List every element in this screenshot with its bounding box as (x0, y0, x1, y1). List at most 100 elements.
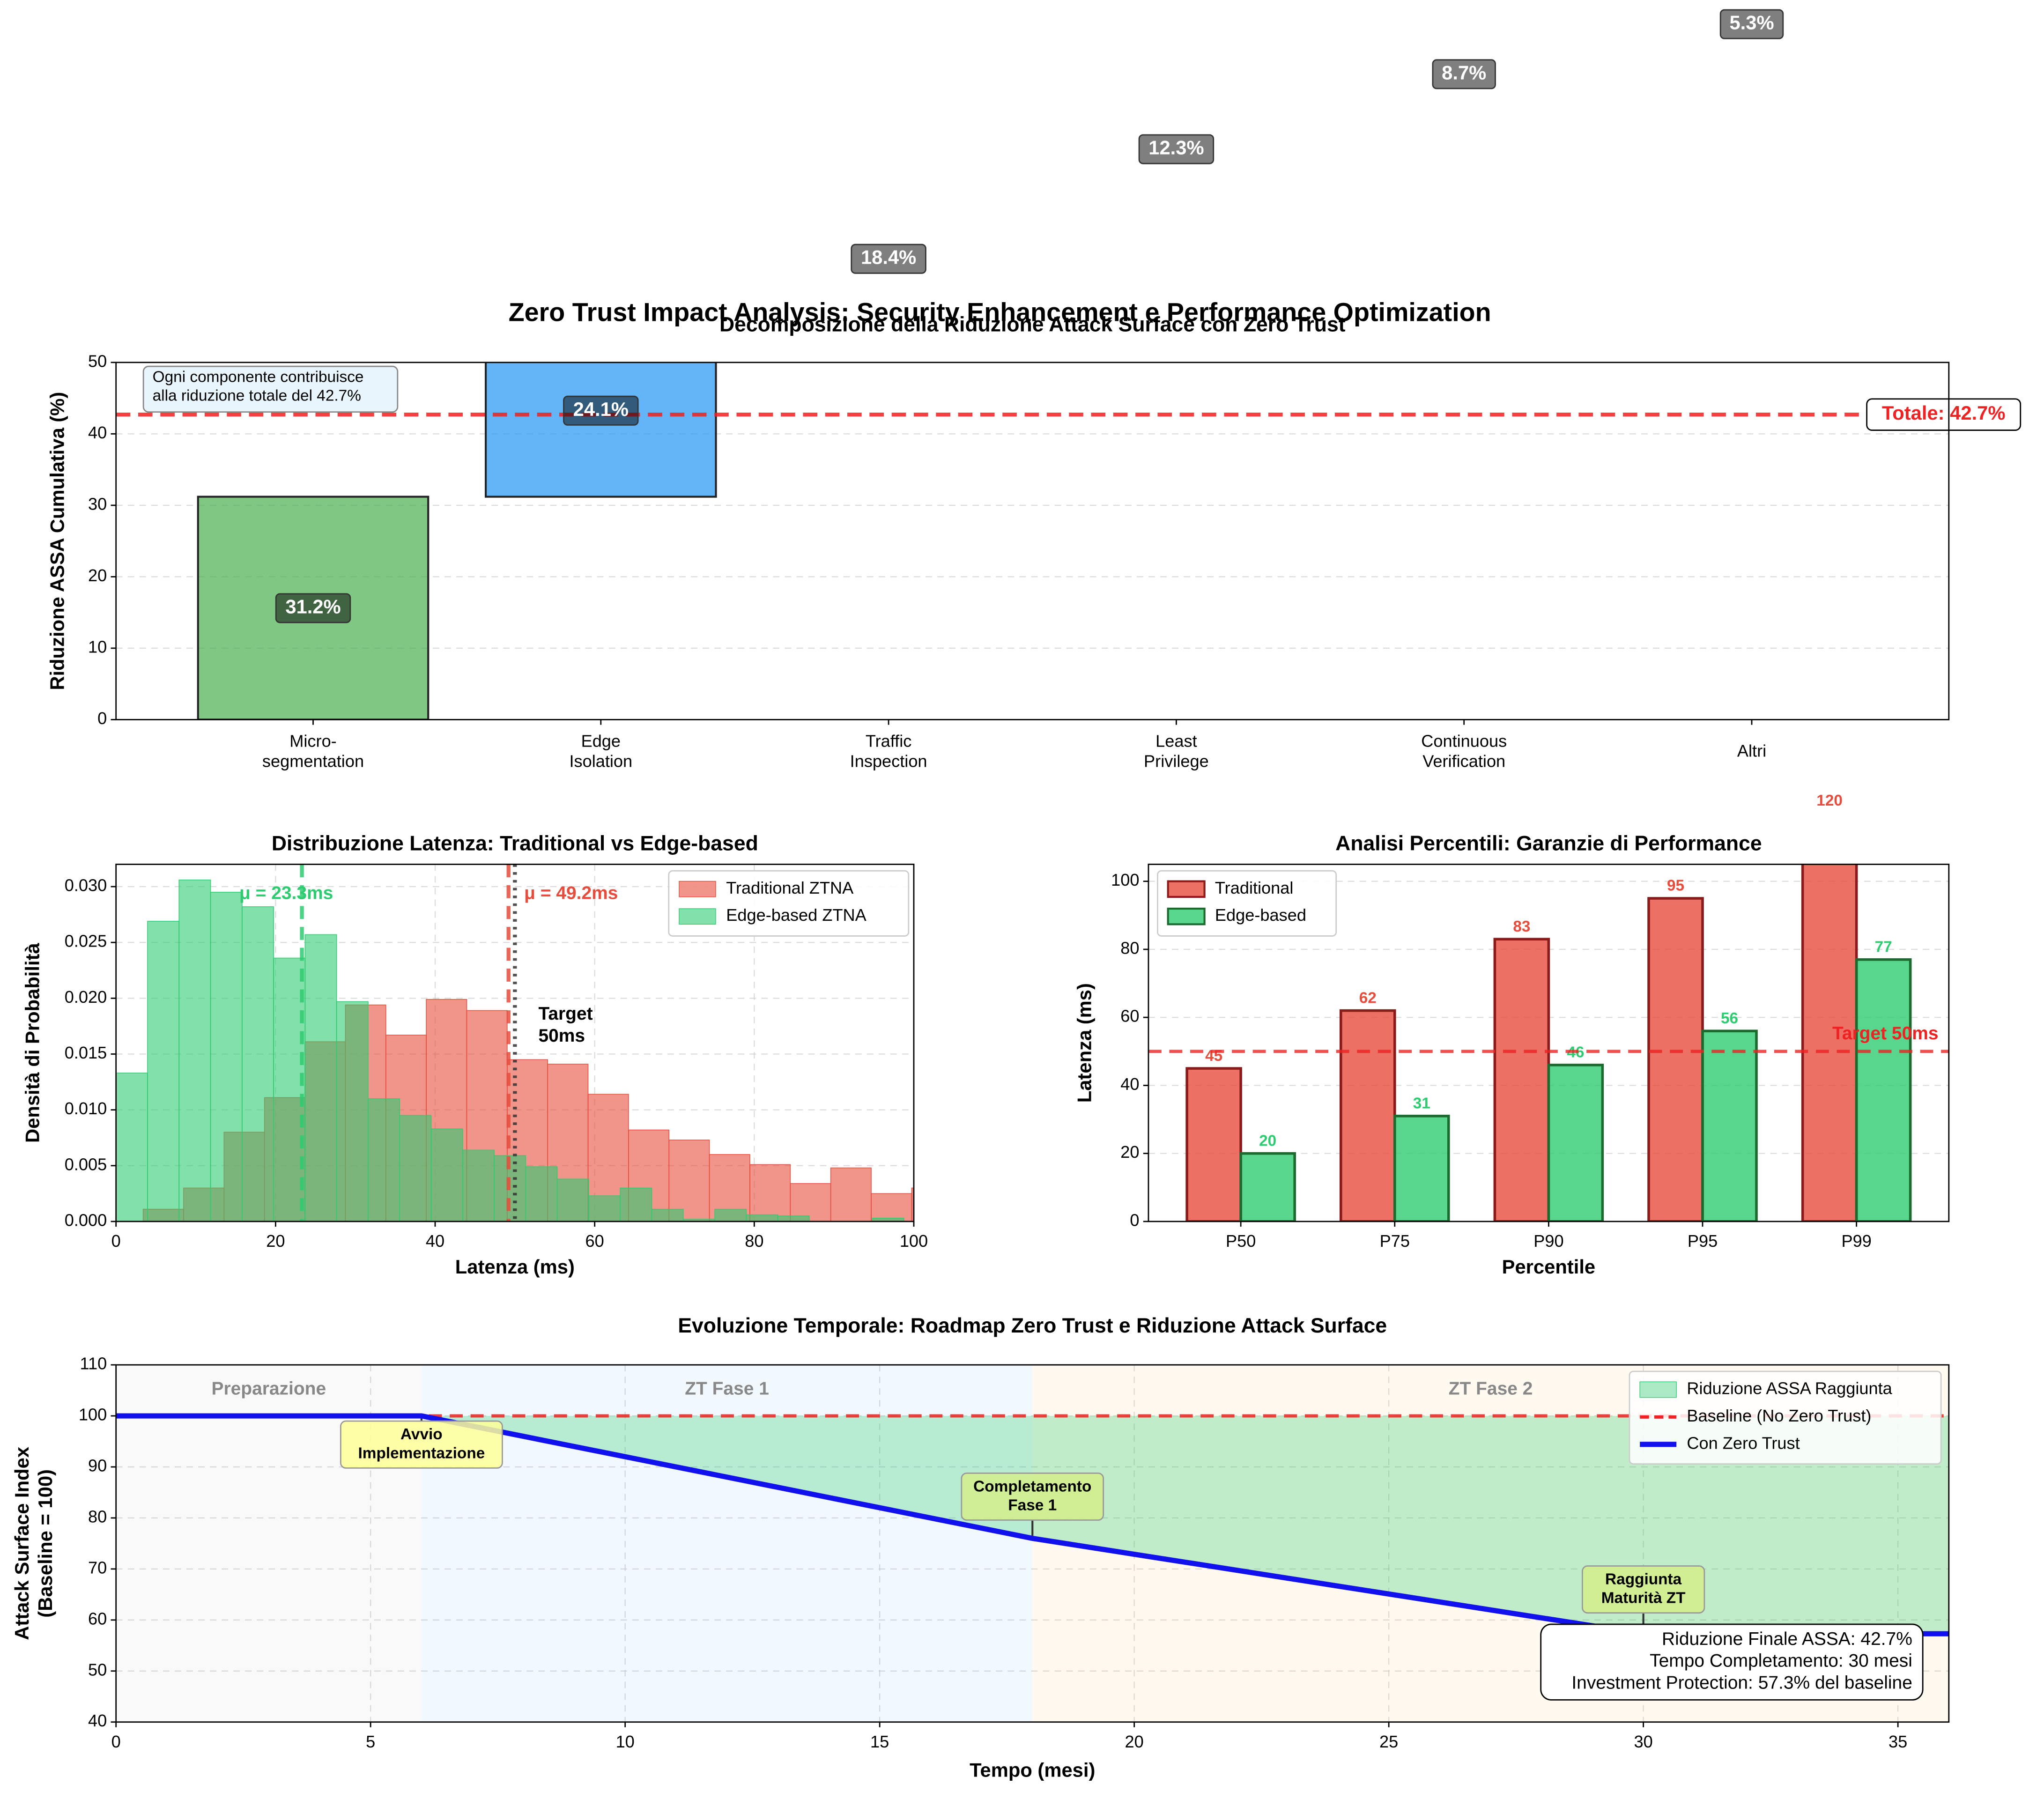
x-tick-label: Edge Isolation (569, 731, 632, 770)
x-tick-label: 35 (1888, 1732, 1907, 1751)
value-label: 62 (1359, 989, 1377, 1007)
x-tick-label: Altri (1737, 741, 1766, 761)
legend-label: Con Zero Trust (1687, 1433, 1800, 1452)
annotation: Raggiunta Maturità ZT (1601, 1570, 1686, 1607)
histogram-bar (911, 1187, 914, 1222)
value-label: 120 (1816, 792, 1843, 809)
plot-area (1185, 864, 1912, 1222)
x-tick-label: Continuous Verification (1421, 731, 1507, 770)
x-tick-label: 20 (1125, 1732, 1144, 1751)
histogram-bar (336, 1001, 369, 1222)
chart-title: Analisi Percentili: Garanzie di Performa… (1335, 832, 1762, 855)
axes-frame (1148, 863, 1950, 1222)
y-tick-label: 0 (1130, 1211, 1139, 1230)
value-label: 56 (1721, 1010, 1738, 1027)
y-tick-label: 60 (88, 1609, 107, 1628)
chart-title: Decomposizione della Riduzione Attack Su… (719, 313, 1346, 336)
y-tick-label: 70 (88, 1558, 107, 1577)
bar (1647, 897, 1704, 1222)
phase-label: Preparazione (211, 1378, 326, 1399)
bar (1185, 1067, 1242, 1222)
histogram-bar (872, 1217, 904, 1222)
x-tick-label: P90 (1533, 1231, 1563, 1251)
histogram-bar (556, 1178, 589, 1222)
axes-frame (115, 1364, 1950, 1723)
histogram-bar (462, 1149, 495, 1222)
total-label: Totale: 42.7% (1882, 402, 2006, 424)
annotation-box (1581, 1565, 1705, 1614)
y-tick-label: 40 (1120, 1074, 1139, 1094)
value-label: 8.7% (1442, 61, 1486, 83)
histogram-bar (871, 1193, 912, 1222)
y-tick-label: 110 (80, 1354, 107, 1373)
legend-box (1629, 1370, 1942, 1465)
histogram-bar (430, 1128, 463, 1222)
histogram-bar (746, 1214, 778, 1222)
x-tick-label: P95 (1688, 1231, 1718, 1251)
phase-label: ZT Fase 2 (1449, 1378, 1533, 1399)
histogram-bar (368, 1098, 400, 1222)
axes-frame (115, 863, 915, 1222)
histogram-bar (241, 906, 274, 1222)
reference-label: Target 50ms (538, 1004, 592, 1046)
x-tick-label: 15 (870, 1732, 889, 1751)
y-tick-label: 60 (1120, 1007, 1139, 1026)
histogram-bar (116, 1073, 148, 1222)
histogram-bar (304, 934, 337, 1222)
legend-label: Edge-based (1215, 905, 1306, 925)
y-tick-label: 0.025 (65, 932, 107, 951)
y-tick-label: 100 (79, 1405, 107, 1424)
phase-label: ZT Fase 1 (685, 1378, 769, 1399)
bar (1801, 864, 1858, 1222)
x-tick-label: 0 (111, 1732, 121, 1751)
histogram-bar (651, 1208, 684, 1222)
x-tick-label: Traffic Inspection (850, 731, 927, 770)
value-label: 20 (1259, 1132, 1276, 1149)
chart-title: Evoluzione Temporale: Roadmap Zero Trust… (678, 1314, 1387, 1337)
annotation: Completamento Fase 1 (973, 1478, 1091, 1514)
x-tick-label: 20 (266, 1231, 285, 1251)
x-tick-label: 40 (426, 1231, 444, 1251)
reference-label: μ = 49.2ms (524, 883, 618, 903)
histogram-bar (399, 1115, 432, 1222)
x-tick-label: P75 (1380, 1231, 1410, 1251)
value-label-box (275, 593, 351, 623)
y-tick-label: 40 (88, 1711, 107, 1730)
x-tick-label: 60 (585, 1231, 604, 1251)
x-axis-label: Latenza (ms) (455, 1256, 575, 1278)
y-tick-label: 50 (88, 1660, 107, 1679)
value-label-box (1719, 9, 1784, 39)
legend-swatch (1167, 880, 1206, 898)
y-tick-label: 30 (88, 494, 107, 513)
y-tick-label: 0.020 (65, 987, 107, 1007)
legend-label: Baseline (No Zero Trust) (1687, 1406, 1871, 1425)
x-tick-label: 0 (111, 1231, 121, 1251)
x-tick-label: 30 (1634, 1732, 1653, 1751)
reference-label: μ = 23.3ms (239, 883, 333, 903)
legend-label: Traditional (1215, 878, 1294, 897)
y-tick-label: 10 (88, 637, 107, 656)
y-axis-label: Riduzione ASSA Cumulativa (%) (46, 392, 68, 690)
annotation: Avvio Implementazione (358, 1426, 485, 1462)
histogram-bar (525, 1166, 558, 1222)
bar (1701, 1029, 1758, 1222)
x-tick-label: 10 (616, 1732, 635, 1751)
y-tick-label: 0.015 (65, 1043, 107, 1062)
x-tick-label: P50 (1226, 1231, 1256, 1251)
value-label-box (851, 244, 926, 274)
y-tick-label: 100 (1111, 870, 1139, 889)
value-label: 24.1% (573, 398, 629, 420)
value-label: 31.2% (285, 596, 341, 618)
value-label-box (563, 395, 639, 426)
x-tick-label: 5 (366, 1732, 375, 1751)
y-tick-label: 0 (97, 709, 107, 728)
bar (1493, 938, 1550, 1222)
x-tick-label: 25 (1379, 1732, 1398, 1751)
y-axis-label: Densità di Probabilità (21, 943, 43, 1143)
y-tick-label: 80 (1120, 938, 1139, 957)
x-tick-label: Micro-segmentation (262, 731, 364, 770)
histogram-bar (714, 1208, 747, 1222)
annotation-box (961, 1472, 1104, 1521)
x-axis-label: Percentile (1502, 1256, 1596, 1278)
